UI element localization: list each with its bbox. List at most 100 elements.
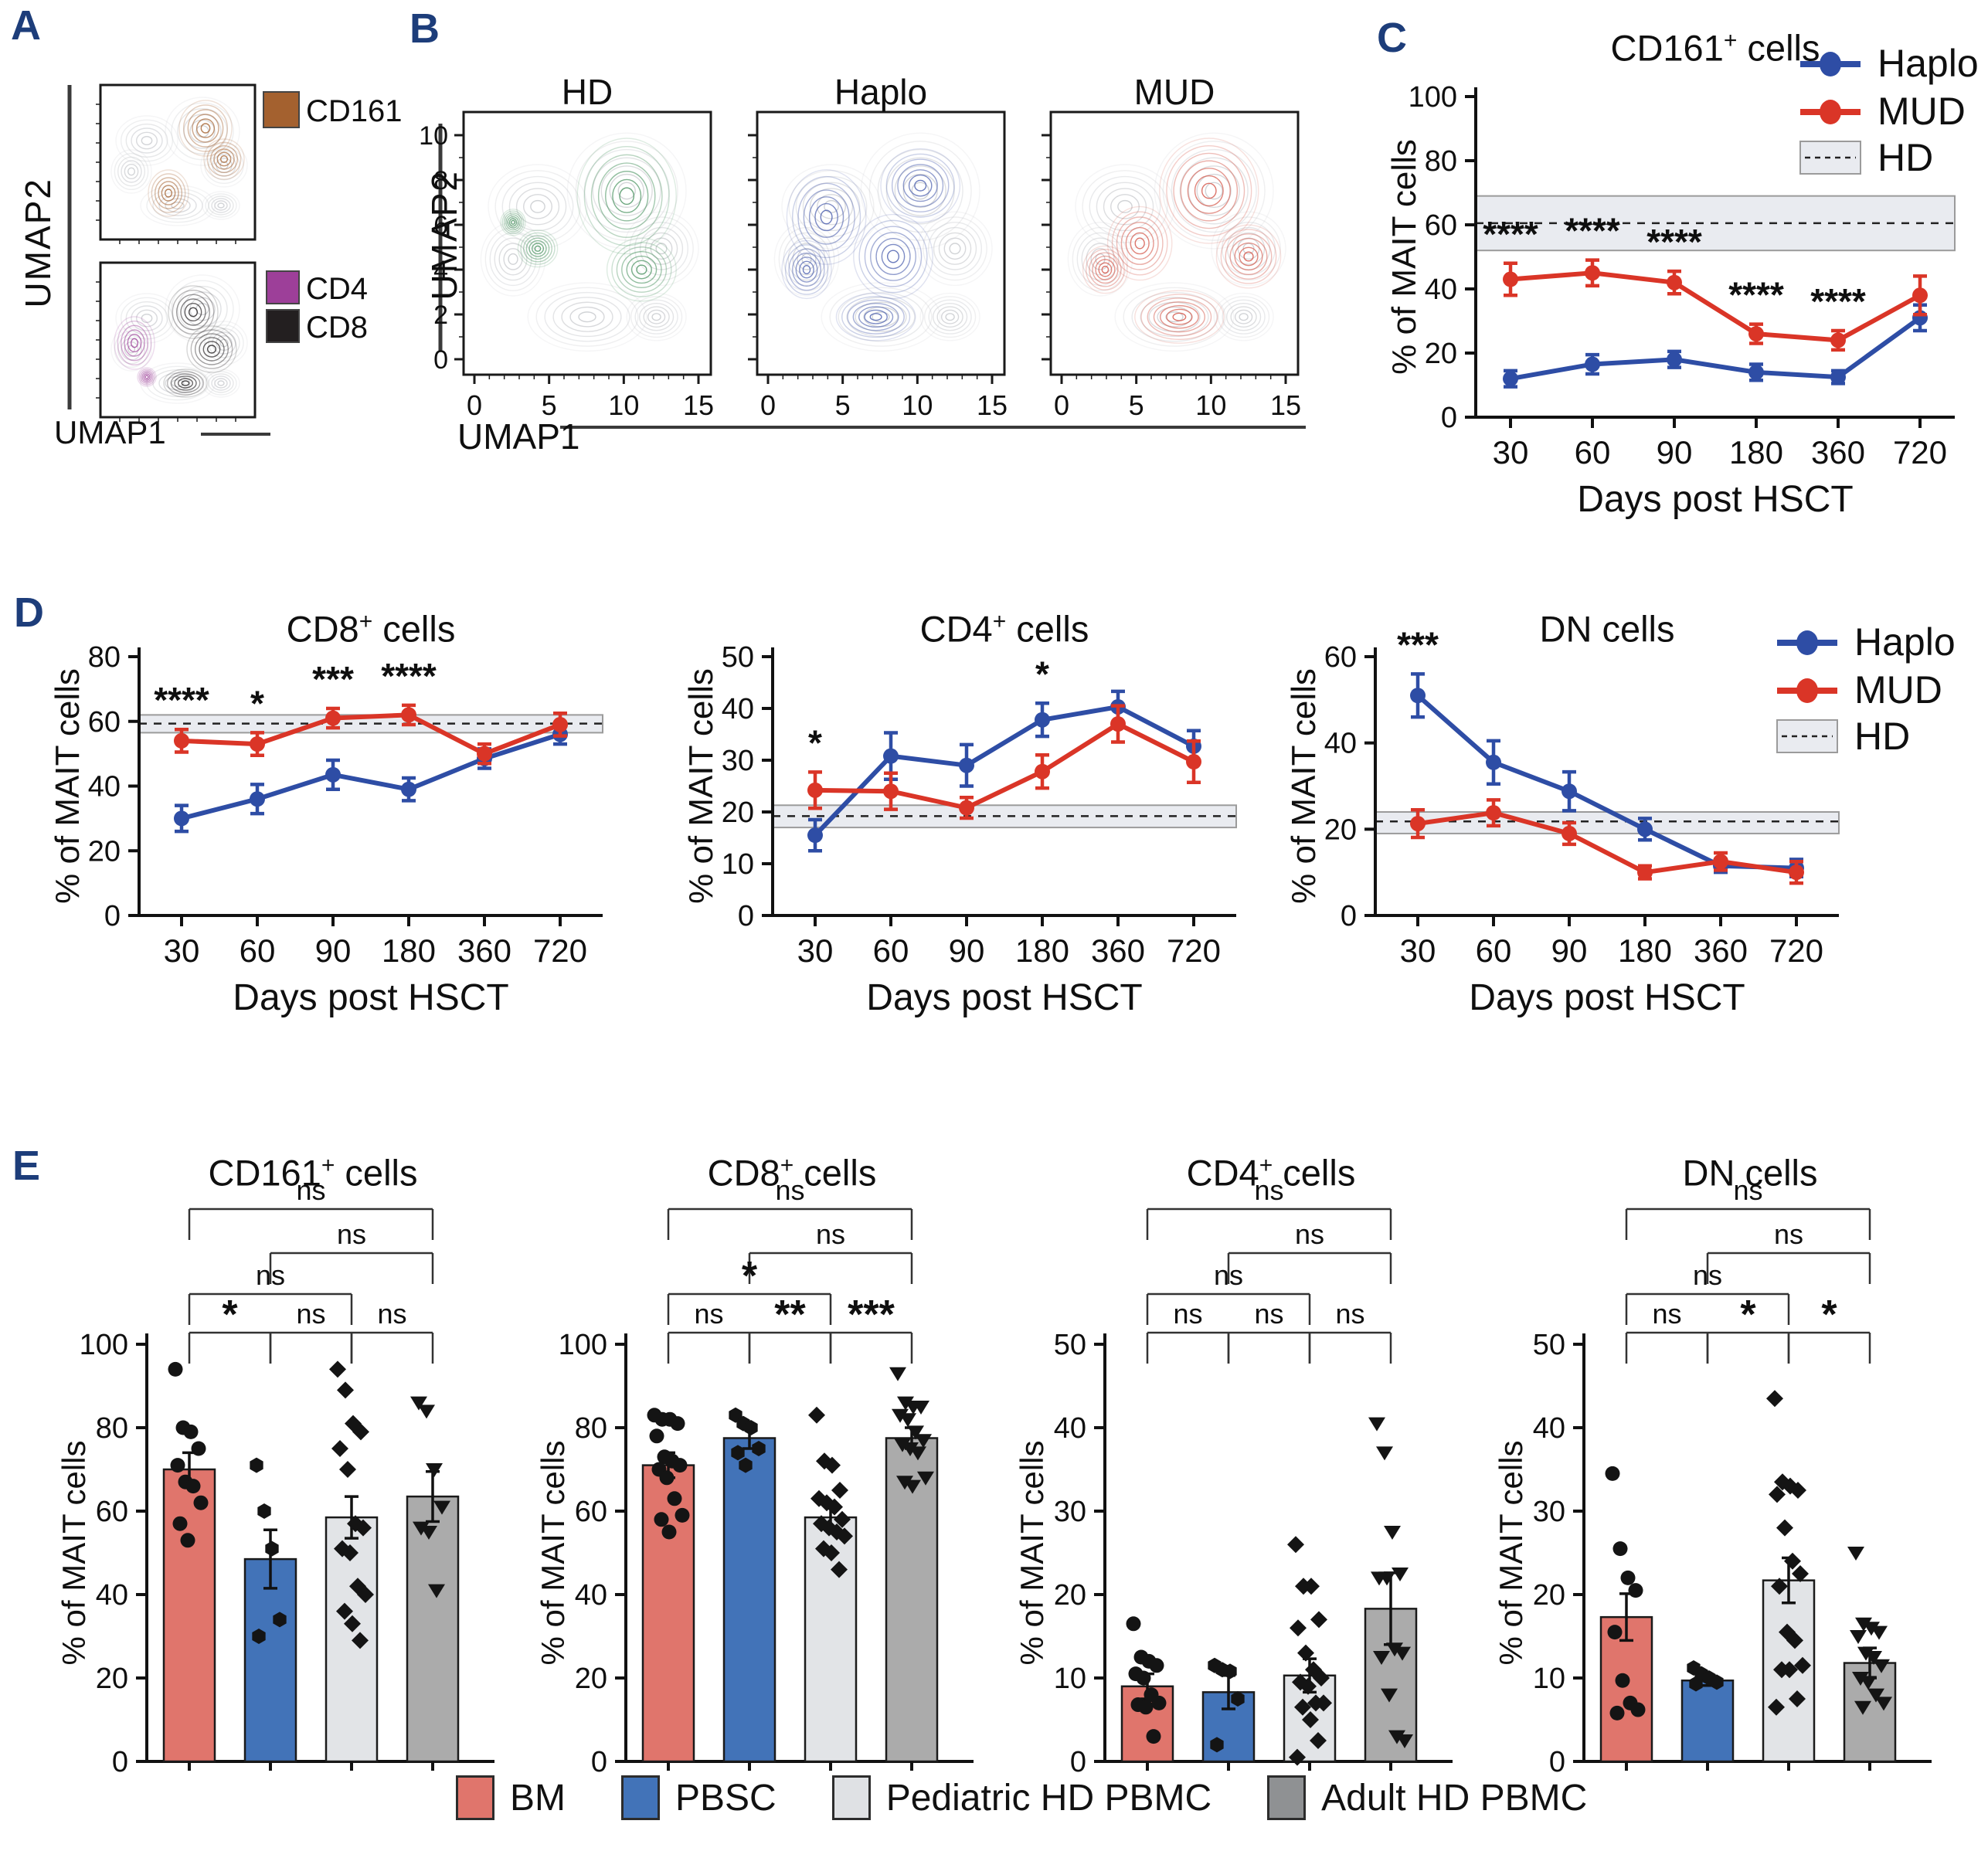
umap-haplo-title: Haplo	[834, 72, 928, 112]
svg-text:ns: ns	[694, 1298, 723, 1330]
svg-text:Haplo: Haplo	[1878, 42, 1979, 85]
legend-item-0: BM	[456, 1775, 566, 1820]
chart-d1-title-sup: +	[359, 609, 373, 634]
svg-text:****: ****	[154, 680, 209, 720]
svg-text:720: 720	[1167, 932, 1221, 969]
svg-text:*: *	[1821, 1292, 1837, 1337]
svg-text:*: *	[808, 722, 822, 763]
svg-text:40: 40	[1533, 1412, 1565, 1445]
svg-text:360: 360	[457, 932, 511, 969]
chart-d1-title-rest: cells	[372, 608, 456, 650]
svg-text:*: *	[222, 1292, 238, 1337]
svg-text:10: 10	[1054, 1663, 1086, 1695]
svg-text:0: 0	[760, 389, 776, 421]
panel-a-label: A	[11, 2, 41, 49]
svg-text:180: 180	[1618, 932, 1672, 969]
panel-a-xlabel: UMAP1	[54, 414, 166, 450]
svg-text:30: 30	[1054, 1496, 1086, 1528]
umap-panel-b: 0 2 4 6 8 10 0 5 10 15 0 5 10 15 0 5 10 15	[419, 110, 1306, 429]
svg-text:0: 0	[1054, 389, 1069, 421]
svg-text:% of MAIT cells: % of MAIT cells	[1385, 139, 1423, 375]
svg-text:720: 720	[1769, 932, 1823, 969]
svg-text:30: 30	[722, 745, 754, 777]
chart-cd8-line: 0 20 40 60 80 30 60 90 180 360 720 Days post HSCT % …	[49, 641, 603, 1018]
svg-text:0: 0	[591, 1746, 607, 1778]
chart-d3-title: DN cells	[1375, 609, 1839, 649]
svg-text:ns: ns	[296, 1298, 325, 1330]
svg-text:ns: ns	[337, 1218, 366, 1250]
svg-text:50: 50	[722, 641, 754, 674]
legend-item-1: PBSC	[621, 1775, 777, 1820]
svg-text:MUD: MUD	[1854, 668, 1942, 712]
panel-b-label: B	[409, 5, 440, 52]
svg-text:20: 20	[96, 1663, 128, 1695]
chart-e4-title-base: DN	[1682, 1152, 1735, 1194]
chart-e2-title: CD8+ cells	[626, 1153, 958, 1193]
svg-text:5: 5	[835, 389, 851, 421]
svg-text:10: 10	[419, 121, 448, 151]
svg-text:60: 60	[240, 932, 276, 969]
legend-label-2: Pediatric HD PBMC	[885, 1777, 1212, 1819]
svg-text:80: 80	[1425, 145, 1457, 178]
chart-d3-title-rest: cells	[1592, 608, 1675, 650]
chart-e2-title-base: CD8	[707, 1152, 780, 1194]
chart-d2-title: CD4+ cells	[773, 609, 1236, 649]
chart-d1-title: CD8+ cells	[139, 609, 603, 649]
cd8-swatch	[266, 309, 300, 343]
svg-text:**: **	[774, 1292, 806, 1337]
svg-text:60: 60	[1575, 434, 1611, 470]
svg-text:ns: ns	[775, 1174, 804, 1206]
chart-e1-title-rest: cells	[335, 1152, 418, 1194]
svg-text:****: ****	[1565, 211, 1620, 251]
svg-text:Days post HSCT: Days post HSCT	[1577, 479, 1853, 520]
svg-text:40: 40	[722, 693, 754, 725]
svg-text:180: 180	[382, 932, 436, 969]
svg-text:40: 40	[1054, 1412, 1086, 1445]
svg-text:20: 20	[722, 797, 754, 829]
svg-text:ns: ns	[1774, 1218, 1803, 1250]
svg-text:180: 180	[1729, 434, 1783, 470]
svg-text:% of MAIT cells: % of MAIT cells	[1493, 1441, 1529, 1666]
svg-text:% of MAIT cells: % of MAIT cells	[535, 1441, 571, 1666]
svg-text:0: 0	[1549, 1746, 1565, 1778]
svg-text:40: 40	[1324, 728, 1357, 760]
svg-text:ns: ns	[377, 1298, 406, 1330]
svg-text:0: 0	[1441, 402, 1457, 434]
svg-text:40: 40	[575, 1579, 607, 1612]
svg-text:ns: ns	[1693, 1259, 1722, 1291]
chart-e1-title-sup: +	[321, 1153, 335, 1178]
svg-text:180: 180	[1015, 932, 1069, 969]
svg-text:% of MAIT cells: % of MAIT cells	[1285, 668, 1323, 904]
svg-text:360: 360	[1811, 434, 1865, 470]
svg-text:****: ****	[1728, 275, 1784, 315]
chart-cd161-line: 0 20 40 60 80 100 30 60 90 180 360 720 Days post HSC…	[1385, 42, 1979, 520]
legend-item-3: Adult HD PBMC	[1267, 1775, 1587, 1820]
svg-text:****: ****	[1810, 281, 1866, 321]
svg-text:Haplo: Haplo	[1854, 620, 1956, 664]
svg-text:100: 100	[80, 1329, 128, 1361]
svg-text:HD: HD	[1878, 136, 1933, 179]
panel-e-label: E	[12, 1143, 41, 1189]
chart-cd4-line: 0 10 20 30 40 50 30 60 90 180 360 720 Days post HSCT…	[682, 641, 1237, 1018]
svg-text:% of MAIT cells: % of MAIT cells	[1014, 1441, 1050, 1666]
svg-text:720: 720	[1893, 434, 1947, 470]
chart-dn-line: 0 20 40 60 30 60 90 180 360 720 Days post HSCT % of…	[1285, 620, 1956, 1018]
chart-e4-title: DN cells	[1584, 1153, 1916, 1193]
svg-text:720: 720	[533, 932, 587, 969]
legend-swatch-3	[1267, 1775, 1307, 1820]
svg-text:0: 0	[104, 900, 121, 932]
svg-text:40: 40	[1425, 273, 1457, 306]
svg-text:ns: ns	[1254, 1298, 1283, 1330]
panel-c-label: C	[1377, 15, 1407, 61]
svg-text:6: 6	[433, 211, 448, 240]
svg-text:15: 15	[683, 389, 714, 421]
svg-text:15: 15	[977, 389, 1008, 421]
svg-text:0: 0	[738, 900, 754, 932]
svg-text:40: 40	[88, 771, 121, 803]
svg-text:80: 80	[88, 641, 121, 674]
legend-label-0: BM	[510, 1777, 566, 1819]
svg-text:90: 90	[1657, 434, 1693, 470]
